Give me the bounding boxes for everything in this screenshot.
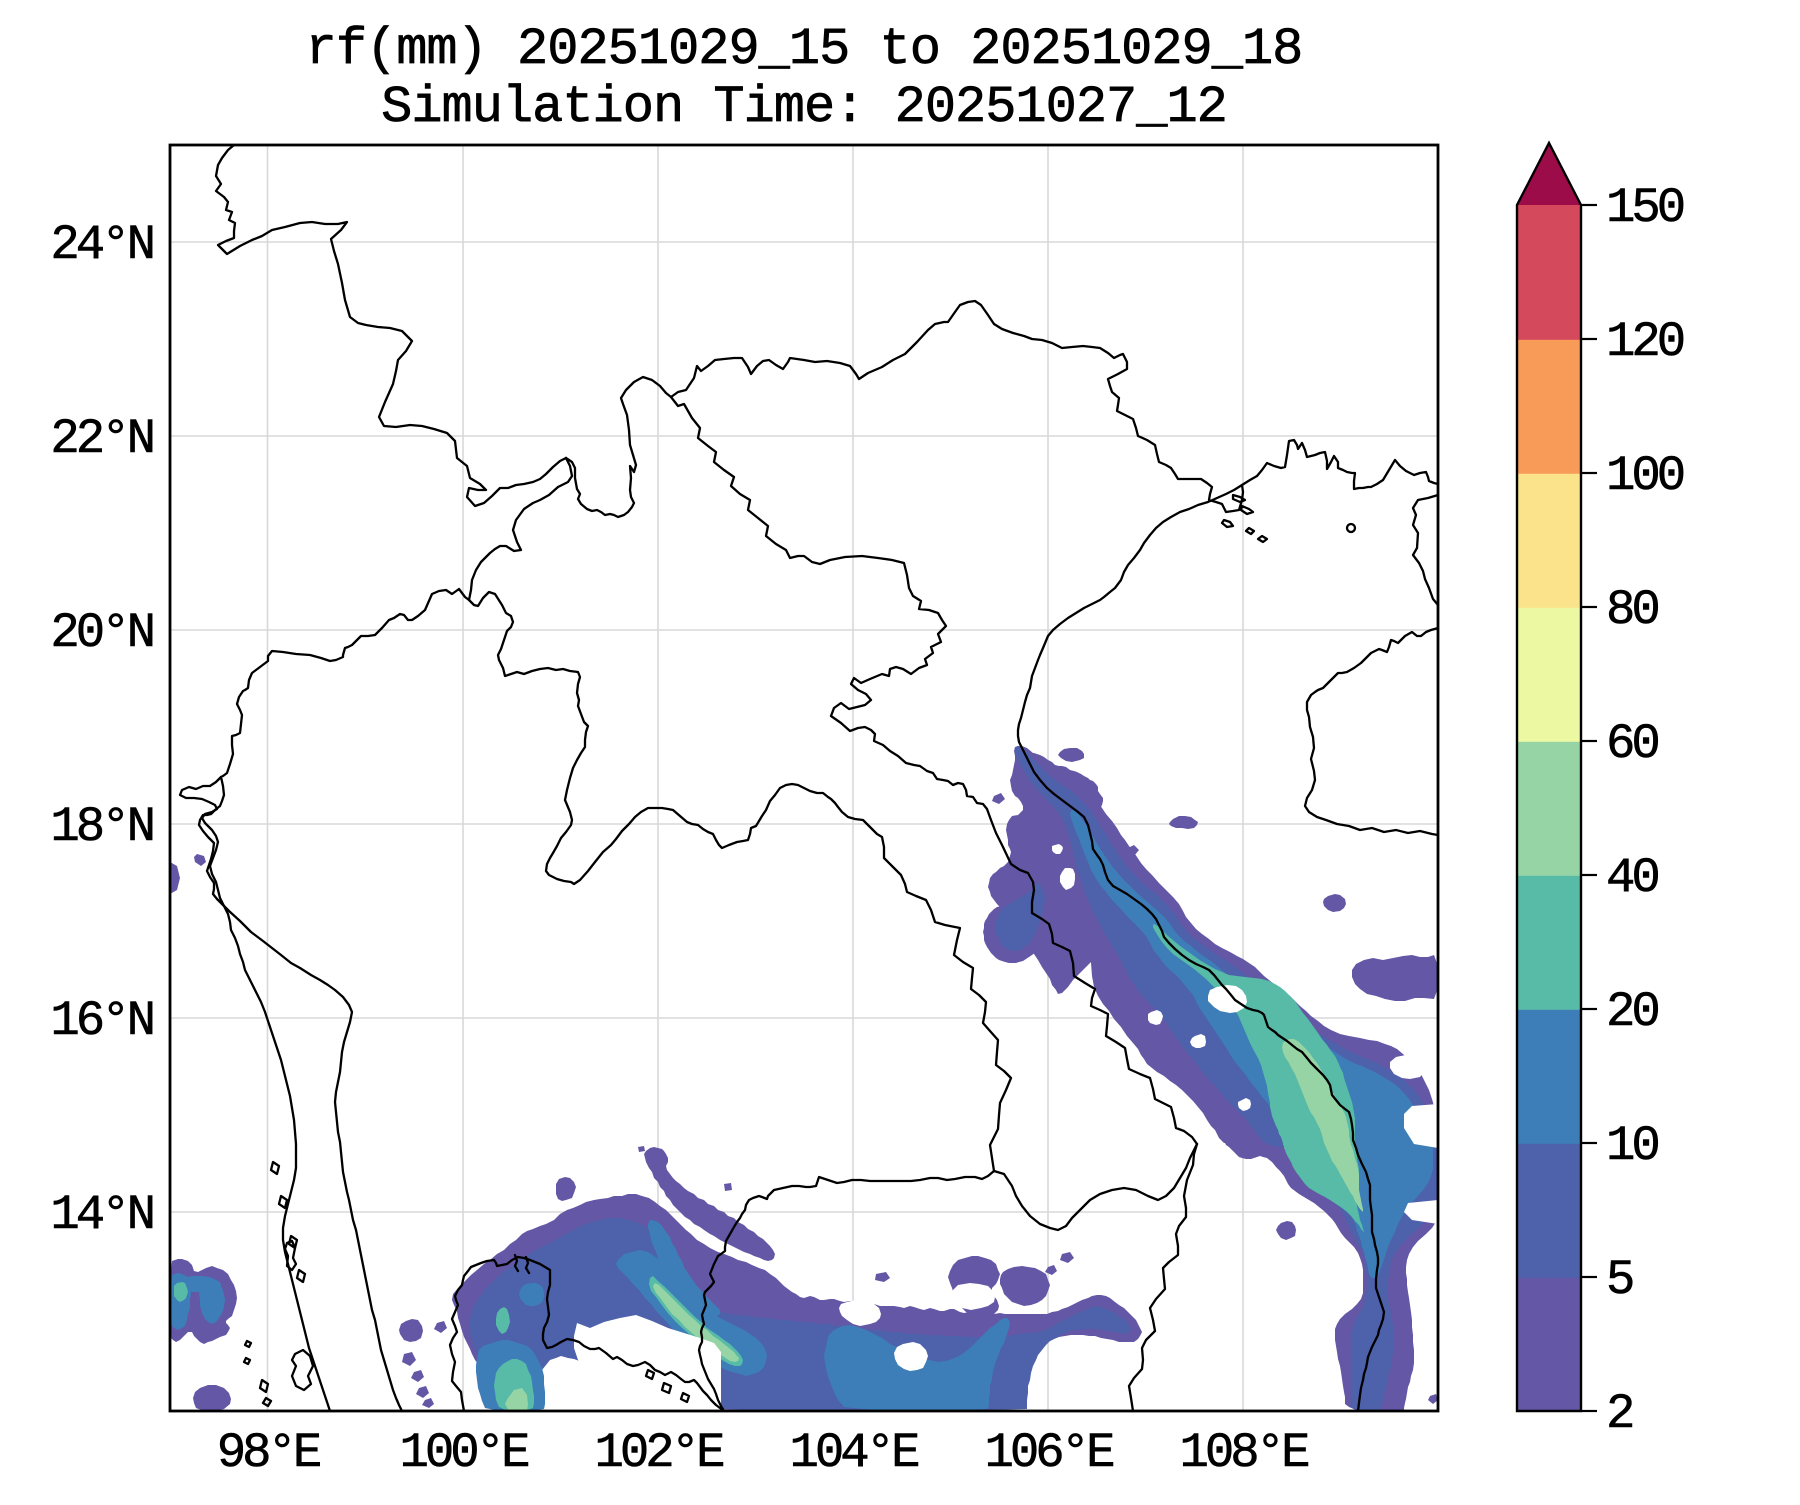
svg-text:40: 40 (1606, 850, 1658, 906)
svg-text:150: 150 (1606, 180, 1684, 236)
svg-text:20: 20 (1606, 984, 1658, 1040)
svg-text:120: 120 (1606, 314, 1684, 370)
svg-text:100: 100 (1606, 448, 1684, 504)
svg-text:2: 2 (1606, 1386, 1632, 1442)
svg-text:18°N: 18°N (50, 799, 152, 855)
svg-text:102°E: 102°E (594, 1425, 723, 1481)
svg-text:80: 80 (1606, 582, 1658, 638)
svg-text:104°E: 104°E (789, 1425, 918, 1481)
svg-text:14°N: 14°N (50, 1187, 152, 1243)
svg-text:108°E: 108°E (1179, 1425, 1308, 1481)
svg-text:10: 10 (1606, 1118, 1658, 1174)
svg-text:22°N: 22°N (50, 411, 152, 467)
svg-text:Simulation Time: 20251027_12: Simulation Time: 20251027_12 (381, 78, 1227, 137)
svg-text:20°N: 20°N (50, 605, 152, 661)
svg-text:16°N: 16°N (50, 993, 152, 1049)
svg-text:60: 60 (1606, 716, 1658, 772)
svg-text:5: 5 (1606, 1252, 1633, 1308)
svg-text:rf(mm) 20251029_15 to 20251029: rf(mm) 20251029_15 to 20251029_18 (306, 20, 1303, 79)
svg-text:98°E: 98°E (217, 1425, 320, 1481)
svg-text:24°N: 24°N (50, 217, 152, 273)
svg-text:106°E: 106°E (984, 1425, 1113, 1481)
svg-text:100°E: 100°E (399, 1425, 528, 1481)
